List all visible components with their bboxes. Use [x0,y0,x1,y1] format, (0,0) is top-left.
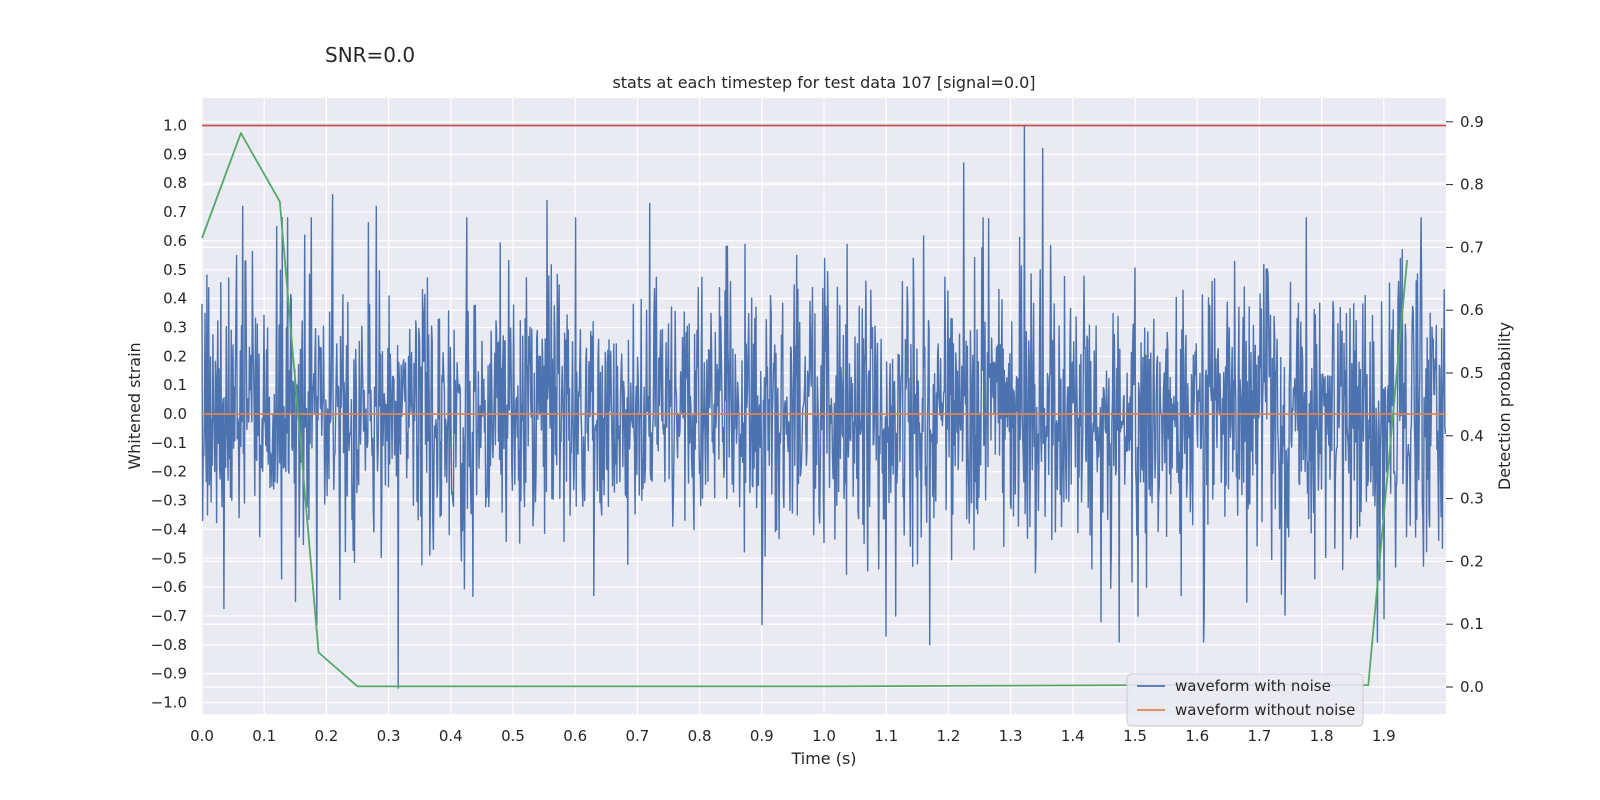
x-tick-label: 1.4 [1061,727,1085,745]
x-tick-label: 0.9 [750,727,774,745]
x-tick-label: 0.8 [688,727,712,745]
x-tick-label: 0.1 [252,727,276,745]
suptitle: SNR=0.0 [325,43,415,67]
y-tick-label: −0.4 [151,520,187,538]
y-tick-label: −0.2 [151,463,187,481]
x-tick-label: 0.4 [439,727,463,745]
y-axis-label: Whitened strain [125,342,144,469]
x-tick-label: 0.2 [314,727,338,745]
y2-axis-label: Detection probability [1495,322,1514,490]
y-tick-label: 0.2 [163,347,187,365]
y-tick-label: −0.5 [151,549,187,567]
y-tick-label: −0.7 [151,607,187,625]
y-tick-label: −0.8 [151,636,187,654]
x-tick-label: 0.7 [625,727,649,745]
x-tick-label: 0.3 [377,727,401,745]
y-tick-label: −1.0 [151,694,187,712]
legend-label-noise: waveform with noise [1175,677,1331,695]
y-tick-label: 0.1 [163,376,187,394]
y-tick-label: 0.9 [163,145,187,163]
y2-tick-label: 0.7 [1460,238,1484,256]
y2-tick-label: 0.3 [1460,490,1484,508]
y2-tick-label: 0.5 [1460,364,1484,382]
y2-tick-label: 0.6 [1460,301,1484,319]
x-tick-label: 0.0 [190,727,214,745]
y-tick-label: −0.9 [151,665,187,683]
y-tick-label: 0.4 [163,290,187,308]
x-tick-label: 1.5 [1123,727,1147,745]
x-tick-label: 1.2 [936,727,960,745]
y2-tick-label: 0.9 [1460,113,1484,131]
y-tick-label: 0.0 [163,405,187,423]
x-tick-label: 1.0 [812,727,836,745]
y-tick-label: −0.6 [151,578,187,596]
x-tick-label: 1.3 [999,727,1023,745]
legend: waveform with noise waveform without noi… [1126,673,1364,727]
y-tick-label: 1.0 [163,117,187,135]
y-tick-label: −0.1 [151,434,187,452]
x-tick-label: 0.5 [501,727,525,745]
legend-label-clean: waveform without noise [1175,701,1355,719]
y-tick-label: −0.3 [151,492,187,510]
y-tick-label: 0.5 [163,261,187,279]
y-tick-label: 0.7 [163,203,187,221]
x-tick-label: 1.7 [1247,727,1271,745]
y-axis-ticks: 1.0 0.9 0.8 0.7 0.6 0.5 0.4 0.3 0.2 0.1 0.0 −0.1 −0.… [151,117,187,712]
x-tick-label: 0.6 [563,727,587,745]
y2-tick-label: 0.0 [1460,678,1484,696]
y2-tick-label: 0.2 [1460,552,1484,570]
legend-frame [1126,673,1364,727]
y2-tick-label: 0.8 [1460,176,1484,194]
y2-axis-ticks: 0.9 0.8 0.7 0.6 0.5 0.4 0.3 0.2 0.1 0.0 [1446,113,1484,696]
x-tick-label: 1.6 [1185,727,1209,745]
chart-title: stats at each timestep for test data 107… [612,73,1035,92]
x-tick-label: 1.8 [1310,727,1334,745]
waveform-with-noise-series [201,124,1447,689]
y-tick-label: 0.6 [163,232,187,250]
x-tick-label: 1.9 [1372,727,1396,745]
x-tick-label: 1.1 [874,727,898,745]
x-axis-label: Time (s) [790,749,856,768]
y2-tick-label: 0.1 [1460,615,1484,633]
y-tick-label: 0.8 [163,174,187,192]
y2-tick-label: 0.4 [1460,427,1484,445]
x-axis-ticks: 0.0 0.1 0.2 0.3 0.4 0.5 0.6 0.7 0.8 0.9 1.0 1.1 1.2 1… [190,727,1396,745]
y-tick-label: 0.3 [163,318,187,336]
waveform-with-noise-line [201,124,1447,689]
